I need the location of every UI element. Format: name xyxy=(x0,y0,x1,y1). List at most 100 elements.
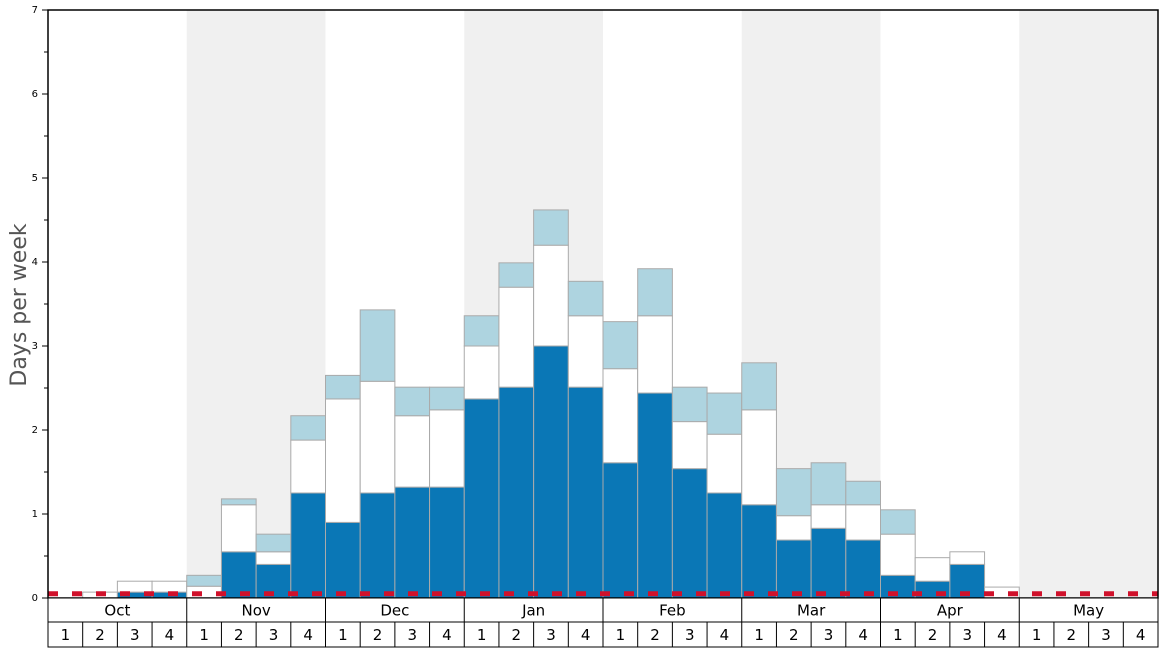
y-tick-label: 3 xyxy=(32,341,38,352)
bar-segment xyxy=(880,509,916,535)
bar-segment xyxy=(775,539,812,599)
bar-segment xyxy=(429,486,465,599)
bar-segment xyxy=(706,433,743,494)
x-tick-label: 1 xyxy=(616,626,626,644)
x-tick-label: 1 xyxy=(754,626,764,644)
bar-segment xyxy=(325,521,361,599)
bar-segment xyxy=(602,368,639,464)
bar-segment xyxy=(255,533,292,553)
bar-segment xyxy=(463,345,500,400)
x-tick-label: 4 xyxy=(165,626,175,644)
x-tick-label: 3 xyxy=(407,626,417,644)
bar-segment xyxy=(949,551,986,565)
x-tick-label: 2 xyxy=(928,626,938,644)
bar-segment xyxy=(775,468,812,517)
month-label: Feb xyxy=(659,602,686,620)
month-label: Nov xyxy=(241,602,270,620)
bar-segment xyxy=(325,374,361,400)
x-tick-label: 4 xyxy=(997,626,1007,644)
x-tick-label: 3 xyxy=(269,626,279,644)
x-tick-label: 1 xyxy=(1032,626,1042,644)
bar-segment xyxy=(671,421,708,470)
bar-segment xyxy=(394,386,431,417)
y-tick-label: 2 xyxy=(32,425,38,436)
bar-segment xyxy=(394,415,431,488)
x-tick-label: 1 xyxy=(61,626,71,644)
bar-segment xyxy=(602,321,639,370)
x-tick-label: 1 xyxy=(477,626,487,644)
bar-segment xyxy=(845,504,881,541)
x-tick-label: 1 xyxy=(893,626,903,644)
y-tick-label: 0 xyxy=(32,593,38,604)
bar-segment xyxy=(186,574,222,587)
bar-segment xyxy=(255,551,292,565)
month-label: Jan xyxy=(521,602,545,620)
bar-segment xyxy=(637,315,673,394)
x-tick-label: 1 xyxy=(338,626,348,644)
bar-segment xyxy=(671,468,708,599)
x-tick-label: 2 xyxy=(512,626,522,644)
y-tick-label: 5 xyxy=(32,173,38,184)
bar-segment xyxy=(567,280,604,317)
bar-segment xyxy=(359,309,396,382)
bar-segment xyxy=(359,380,396,494)
x-tick-label: 3 xyxy=(962,626,972,644)
x-tick-label: 4 xyxy=(442,626,452,644)
x-tick-label: 3 xyxy=(546,626,556,644)
x-tick-label: 4 xyxy=(303,626,313,644)
bar-segment xyxy=(706,492,743,599)
bar-segment xyxy=(498,386,535,599)
x-tick-label: 2 xyxy=(234,626,244,644)
x-tick-label: 4 xyxy=(1136,626,1146,644)
x-tick-label: 2 xyxy=(650,626,660,644)
bar-segment xyxy=(845,480,881,506)
y-tick-label: 7 xyxy=(32,5,38,16)
month-label: Oct xyxy=(104,602,130,620)
bar-segment xyxy=(845,539,881,599)
bar-segment xyxy=(533,345,569,599)
bar-segment xyxy=(810,527,847,599)
y-tick-label: 1 xyxy=(32,509,38,520)
bar-segment xyxy=(429,409,465,488)
x-tick-label: 2 xyxy=(95,626,105,644)
bar-segment xyxy=(220,498,257,506)
bar-segment xyxy=(394,486,431,599)
bar-segment xyxy=(671,386,708,423)
bar-segment xyxy=(741,409,777,506)
bar-segment xyxy=(220,551,257,599)
bar-segment xyxy=(880,533,916,576)
bar-segment xyxy=(116,580,153,593)
bar-segment xyxy=(220,504,257,553)
bar-segment xyxy=(914,557,951,582)
bar-segment xyxy=(359,492,396,599)
bar-segment xyxy=(567,315,604,388)
x-tick-label: 2 xyxy=(1067,626,1077,644)
bar-segment xyxy=(775,515,812,541)
x-tick-label: 3 xyxy=(824,626,834,644)
x-tick-label: 2 xyxy=(789,626,799,644)
month-band xyxy=(1019,10,1158,598)
x-tick-label: 1 xyxy=(199,626,209,644)
x-tick-label: 3 xyxy=(685,626,695,644)
bar-segment xyxy=(463,315,500,347)
bar-segment xyxy=(290,492,326,599)
bar-segment xyxy=(151,580,188,593)
bar-segment xyxy=(741,362,777,411)
month-label: Mar xyxy=(797,602,826,620)
x-tick-label: 3 xyxy=(130,626,140,644)
bar-segment xyxy=(429,386,465,411)
bar-segment xyxy=(810,462,847,506)
bar-segment xyxy=(741,504,777,599)
month-label: Apr xyxy=(937,602,964,620)
bar-segment xyxy=(602,462,639,599)
x-tick-label: 2 xyxy=(373,626,383,644)
y-tick-label: 4 xyxy=(32,257,38,268)
bar-segment xyxy=(637,392,673,599)
bar-segment xyxy=(533,209,569,246)
bar-segment xyxy=(498,286,535,388)
month-label: May xyxy=(1073,602,1104,620)
month-label: Dec xyxy=(380,602,409,620)
x-tick-label: 4 xyxy=(581,626,591,644)
bar-segment xyxy=(290,415,326,441)
